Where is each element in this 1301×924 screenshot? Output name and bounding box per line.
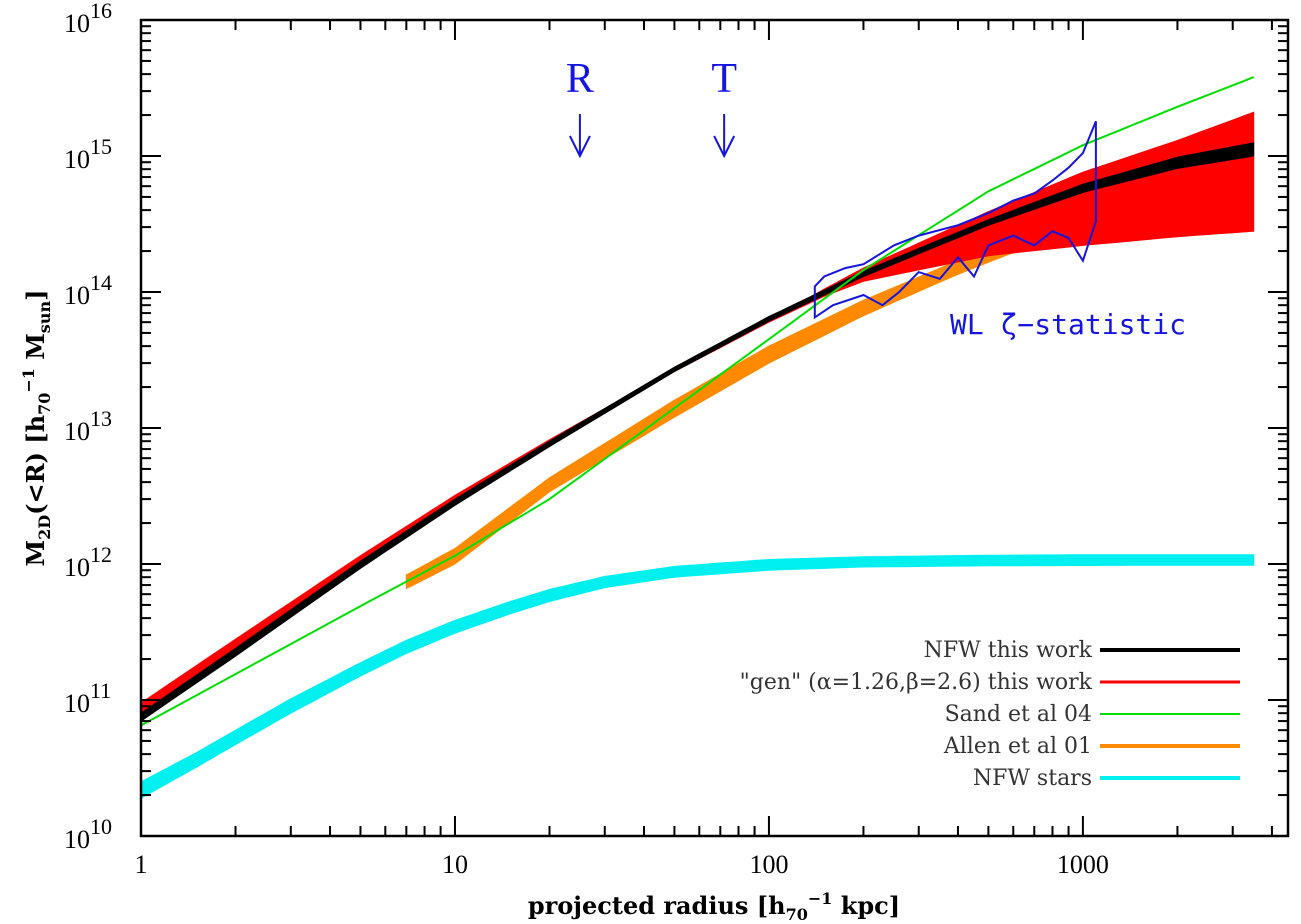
wl-zeta-statistic-line xyxy=(813,120,1097,320)
y-tick-base: 10 xyxy=(64,689,90,718)
y-tick-exponent: 12 xyxy=(90,542,112,567)
y-tick-base: 10 xyxy=(64,553,90,582)
y-tick-exponent: 11 xyxy=(90,678,111,703)
y-tick-base: 10 xyxy=(64,825,90,854)
legend-label: Sand et al 04 xyxy=(945,702,1092,727)
sand-et-al-04-line xyxy=(140,76,1255,727)
y-tick-label: 1013 xyxy=(64,406,112,446)
wl-annotation: WL ζ−statistic xyxy=(950,308,1186,341)
y-tick-label: 1011 xyxy=(64,678,111,718)
x-axis-label: projected radius [h70−1 kpc] xyxy=(528,889,900,924)
y-tick-label: 1014 xyxy=(64,270,112,310)
marker-arrow-head xyxy=(569,135,591,159)
y-tick-base: 10 xyxy=(64,281,90,310)
x-tick-label: 10 xyxy=(442,850,468,879)
legend-label: NFW this work xyxy=(924,638,1093,663)
marker-label: R xyxy=(566,56,594,102)
legend: NFW this work "gen" (α=1.26,β=2.6) this w… xyxy=(740,638,1240,791)
y-axis-label: M2D(<R) [h70−1 Msun] xyxy=(19,290,54,567)
y-tick-exponent: 16 xyxy=(90,0,112,23)
x-tick-label: 1 xyxy=(135,850,148,879)
y-tick-base: 10 xyxy=(64,145,90,174)
band-layer xyxy=(140,111,1255,799)
legend-label: NFW stars xyxy=(973,766,1092,791)
line-layer xyxy=(140,76,1255,727)
y-tick-label: 1010 xyxy=(64,814,112,854)
y-tick-base: 10 xyxy=(64,9,90,38)
y-tick-label: 1012 xyxy=(64,542,112,582)
y-tick-exponent: 14 xyxy=(90,270,112,295)
y-tick-label: 1015 xyxy=(64,134,112,174)
y-tick-base: 10 xyxy=(64,417,90,446)
legend-label: "gen" (α=1.26,β=2.6) this work xyxy=(740,670,1093,695)
y-tick-exponent: 13 xyxy=(90,406,112,431)
nfw-stars-band xyxy=(140,554,1255,799)
gen-this-work-band xyxy=(140,111,1255,723)
nfw-this-work-band xyxy=(140,142,1255,723)
allen-et-al-01-band xyxy=(405,239,1014,590)
marker-arrow-head xyxy=(713,135,736,159)
y-tick-exponent: 15 xyxy=(90,134,112,159)
y-tick-exponent: 10 xyxy=(90,814,112,839)
y-tick-label: 1016 xyxy=(64,0,112,38)
x-tick-label: 1000 xyxy=(1057,850,1109,879)
marker-label: T xyxy=(711,56,737,102)
x-tick-label: 100 xyxy=(749,850,788,879)
legend-label: Allen et al 01 xyxy=(943,734,1092,759)
